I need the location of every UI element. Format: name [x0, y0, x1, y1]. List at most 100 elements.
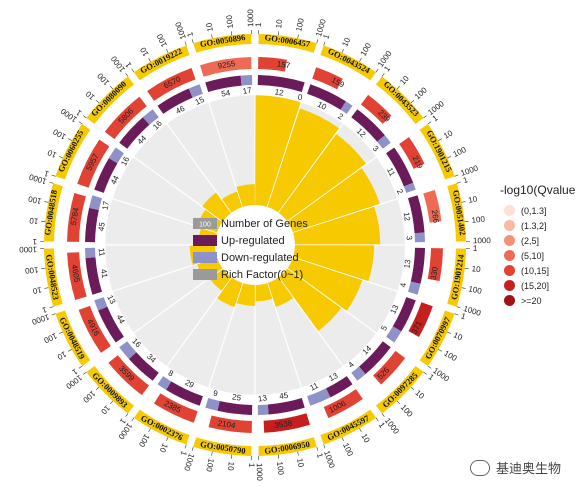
up-count-label: 41 [99, 268, 109, 279]
up-count-label: 11 [385, 166, 397, 178]
axis-tick [211, 451, 213, 456]
down-regulated-bar [340, 101, 353, 114]
number-of-genes-bar [408, 302, 433, 337]
axis-tick [83, 371, 87, 375]
axis-tick-label: 100 [399, 403, 415, 419]
axis-tick [166, 48, 169, 53]
qvalue-legend-item: (0,1.3] [504, 203, 575, 218]
number-of-genes-bar [104, 96, 147, 140]
qvalue-legend-item: (15,20] [504, 278, 575, 293]
axis-tick-label: 10 [31, 285, 42, 296]
center-legend-label: Number of Genes [221, 218, 308, 230]
sector-separator [208, 102, 244, 208]
axis-tick [78, 121, 83, 125]
axis-tick-label: 100 [413, 85, 429, 101]
number-of-genes-bar [323, 389, 363, 419]
term-band [258, 34, 317, 53]
axis-tick-label: 1000 [64, 373, 84, 391]
axis-tick-label: 100 [442, 349, 459, 364]
number-of-genes-bar [427, 248, 443, 282]
axis-tick-label: 100 [27, 194, 42, 206]
axis-tick [423, 371, 427, 375]
term-band [133, 409, 190, 445]
axis-tick [49, 306, 54, 309]
axis-tick [375, 417, 379, 422]
axis-tick-label: 100 [225, 14, 235, 29]
axis-tick-label: 1000 [255, 463, 264, 482]
axis-tick-label: 1 [123, 60, 133, 69]
axis-tick [68, 349, 72, 352]
axis-tick [109, 400, 114, 405]
number-of-genes-label: 2104 [217, 419, 237, 431]
axis-tick-label: 100 [452, 145, 468, 159]
up-regulated-bar [94, 158, 118, 193]
term-band [55, 310, 91, 367]
qvalue-bin-label: >=20 [521, 295, 542, 306]
term-band [133, 45, 190, 81]
down-count-label: 5 [379, 324, 389, 333]
sector-separator [292, 256, 398, 292]
down-regulated-bar [108, 147, 124, 164]
number-of-genes-bar [77, 139, 110, 188]
qvalue-bin-label: (0,1.3] [521, 205, 547, 216]
down-count-label: 15 [194, 95, 207, 107]
number-of-genes-bar [78, 305, 111, 353]
sector-separator [166, 277, 232, 367]
number-of-genes-bar [108, 355, 150, 396]
axis-tick-label: 10 [226, 461, 236, 471]
sector-separator [112, 256, 218, 292]
center-legend-swatch [193, 218, 217, 229]
axis-tick-label: 100 [24, 265, 39, 275]
axis-tick-label: 10 [204, 21, 215, 32]
down-count-label: 13 [257, 393, 268, 403]
axis-tick [297, 34, 299, 39]
rich-factor-bar [293, 206, 381, 245]
axis-tick [125, 73, 129, 77]
axis-tick-label: 1000 [246, 9, 255, 28]
number-of-genes-bar [67, 252, 87, 300]
qvalue-swatch [504, 250, 515, 261]
up-count-label: 54 [221, 88, 232, 98]
number-of-genes-label: 3538 [274, 418, 294, 430]
axis-tick-label: 10 [471, 264, 481, 274]
axis-tick [438, 138, 442, 141]
sector-separator [266, 102, 302, 208]
axis-tick-label: 1 [462, 175, 469, 185]
axis-tick-label: 100 [204, 458, 216, 473]
down-count-label: 0 [297, 93, 303, 103]
number-of-genes-label: 5784 [69, 206, 81, 226]
up-count-label: 25 [232, 392, 243, 402]
term-band [375, 365, 424, 414]
axis-tick-label: 100 [137, 432, 152, 449]
inner-circle-outline [104, 94, 406, 396]
term-band [419, 310, 455, 367]
down-regulated-bar [351, 366, 366, 381]
number-of-genes-bar [360, 94, 392, 124]
up-count-label: 13 [402, 258, 412, 269]
axis-tick-label: 10 [46, 148, 58, 160]
number-of-genes-bar [208, 415, 252, 433]
axis-tick-label: 1 [185, 31, 195, 38]
axis-tick [359, 58, 362, 62]
qvalue-swatch [504, 280, 515, 291]
wechat-icon [470, 459, 490, 476]
up-count-label: 12 [402, 212, 412, 223]
down-regulated-bar [119, 341, 137, 360]
axis-tick [44, 201, 49, 203]
up-regulated-bar [410, 247, 425, 284]
axis-tick [323, 444, 326, 449]
qvalue-legend-item: >=20 [504, 293, 575, 308]
sector-separator [278, 123, 344, 213]
sector-separator [133, 156, 223, 222]
down-regulated-bar [142, 109, 159, 125]
term-band [193, 437, 252, 456]
term-band [320, 45, 377, 81]
down-regulated-bar [414, 232, 425, 243]
rich-factor-bar [236, 184, 255, 207]
axis-tick [131, 417, 135, 422]
axis-tick [396, 85, 401, 90]
axis-tick-label: 1 [247, 463, 256, 468]
rich-factor-bar [209, 268, 232, 291]
rich-factor-bar [216, 277, 243, 308]
center-legend-label: Up-regulated [221, 235, 285, 247]
